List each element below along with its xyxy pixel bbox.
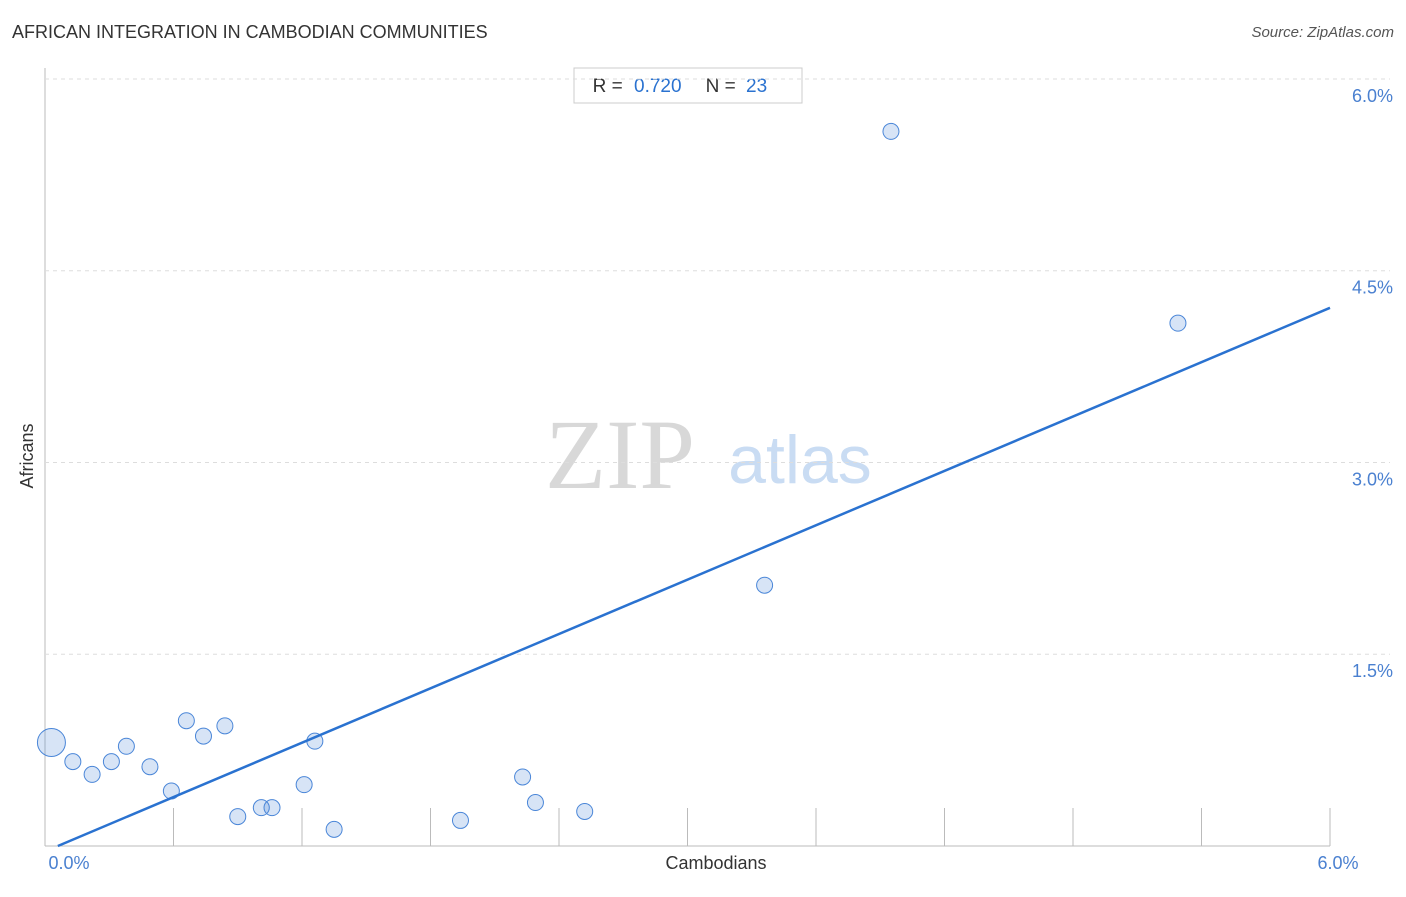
point (1169, 314, 1187, 332)
stats-box (573, 67, 803, 104)
x-tick-label: 6.0% (1317, 853, 1358, 873)
trend-line (57, 306, 1331, 848)
point (576, 802, 594, 820)
point (64, 753, 82, 771)
chart-title: AFRICAN INTEGRATION IN CAMBODIAN COMMUNI… (12, 22, 488, 42)
point (117, 737, 135, 755)
point (229, 808, 247, 826)
r-label: R = (593, 76, 628, 97)
point (514, 768, 532, 786)
point (141, 758, 159, 776)
x-axis-label: Cambodians (665, 853, 766, 873)
point (526, 794, 544, 812)
point (756, 576, 774, 594)
source: Source: ZipAtlas.com (1251, 24, 1394, 41)
watermark-zip: ZIP (545, 399, 695, 510)
y-tick-label: 3.0% (1352, 469, 1393, 489)
point (325, 820, 343, 838)
x-tick-label: 0.0% (48, 853, 89, 873)
y-tick-label: 4.5% (1352, 278, 1393, 298)
point (194, 727, 212, 745)
point (451, 811, 469, 829)
y-axis-label: Africans (17, 423, 37, 488)
n-label: N = (706, 76, 741, 97)
point (177, 712, 195, 730)
y-tick-label: 6.0% (1352, 86, 1393, 106)
y-tick-label: 1.5% (1352, 661, 1393, 681)
point (216, 717, 234, 735)
n-value: 23 (746, 76, 767, 97)
point (882, 122, 900, 140)
point (102, 753, 120, 771)
r-value: 0.720 (634, 76, 682, 97)
watermark-atlas: atlas (728, 422, 872, 498)
point (83, 765, 101, 783)
point (295, 776, 313, 794)
point (263, 799, 281, 817)
point (36, 727, 66, 757)
